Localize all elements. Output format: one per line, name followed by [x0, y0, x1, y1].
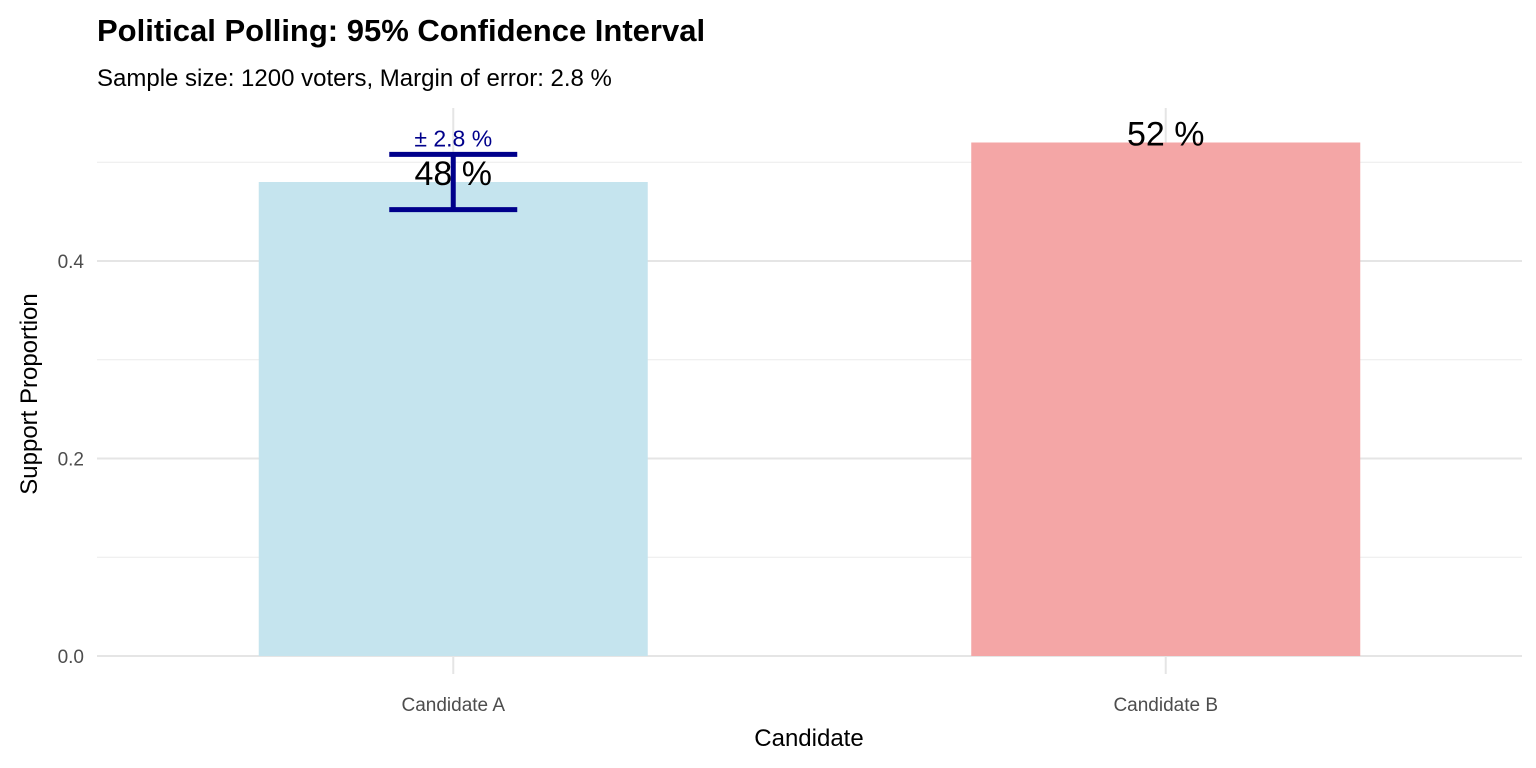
- x-tick-label: Candidate A: [401, 695, 505, 716]
- bars: [258, 142, 1361, 656]
- x-tick-label: Candidate B: [1113, 695, 1218, 716]
- y-tick-label: 0.4: [58, 252, 85, 273]
- y-tick-label: 0.0: [58, 647, 84, 668]
- x-axis-label: Candidate: [754, 725, 863, 752]
- error-bar-label: ± 2.8 %: [414, 125, 492, 151]
- chart-title: Political Polling: 95% Confidence Interv…: [97, 13, 705, 48]
- y-tick-label: 0.2: [58, 450, 84, 471]
- y-axis-ticks: 0.0 0.2 0.4: [58, 252, 85, 668]
- chart-subtitle: Sample size: 1200 voters, Margin of erro…: [97, 65, 612, 92]
- x-axis-ticks: Candidate A Candidate B: [401, 695, 1218, 716]
- y-axis-label: Support Proportion: [16, 293, 43, 494]
- error-bar: ± 2.8 %: [389, 125, 518, 213]
- value-label: 52 %: [1127, 116, 1205, 154]
- bar-candidate-a: [258, 182, 648, 656]
- bar-candidate-b: [971, 142, 1361, 656]
